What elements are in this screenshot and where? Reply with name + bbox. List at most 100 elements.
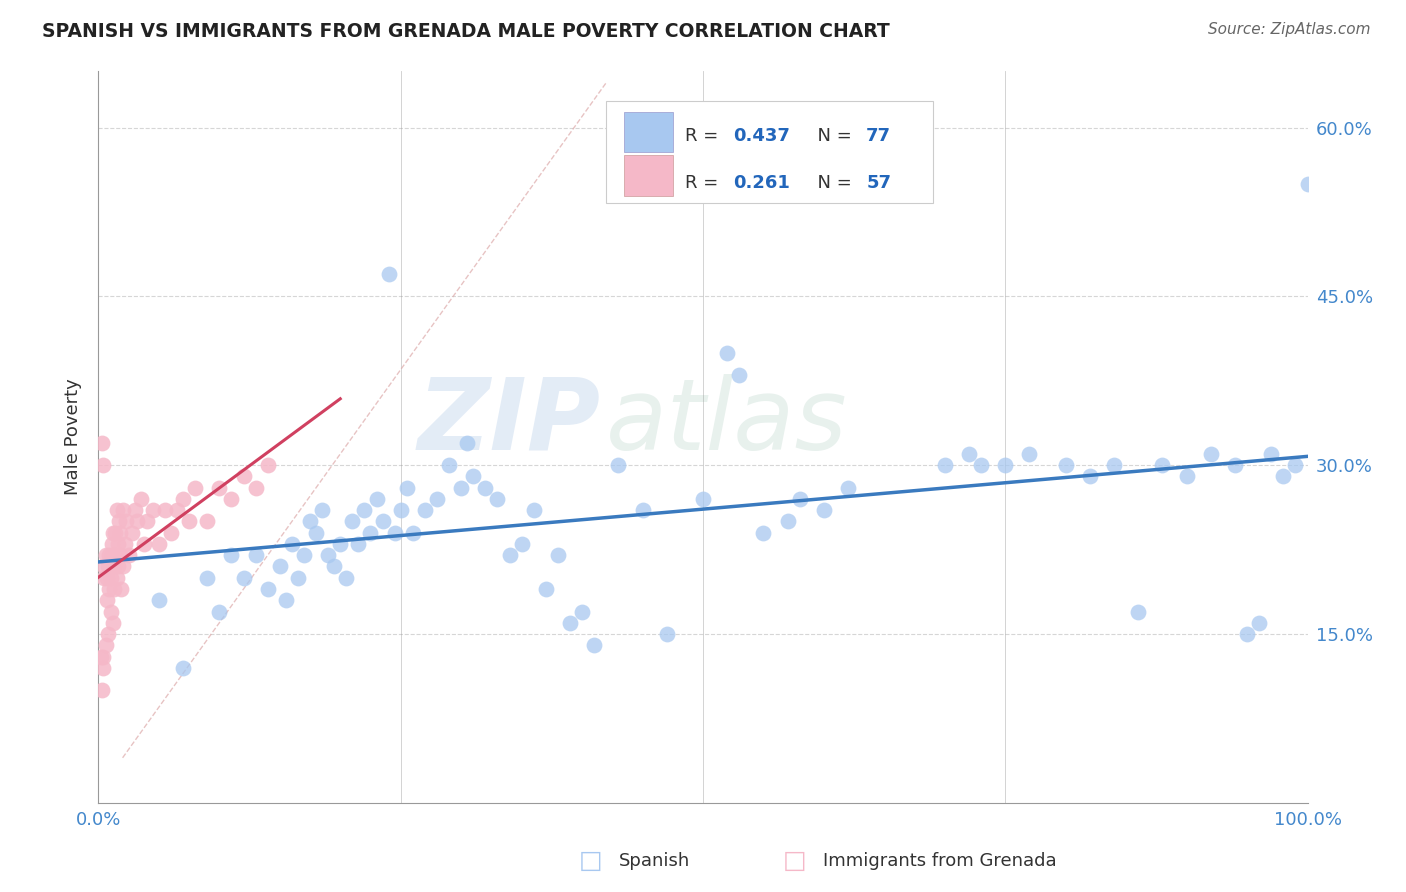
Point (232, 469, 254, 483)
Text: SPANISH VS IMMIGRANTS FROM GRENADA MALE POVERTY CORRELATION CHART: SPANISH VS IMMIGRANTS FROM GRENADA MALE … (42, 22, 890, 41)
Point (323, 559, 346, 574)
Point (558, 615, 581, 630)
Point (1249, 615, 1271, 630)
Point (1296, 177, 1319, 191)
Point (94, 548, 117, 562)
Point (91, 435, 114, 450)
Point (789, 491, 811, 506)
Point (1018, 447, 1040, 461)
Point (437, 458, 460, 473)
Point (486, 491, 509, 506)
Point (91, 661, 114, 675)
Point (105, 503, 128, 517)
Point (1272, 469, 1295, 483)
Point (292, 548, 315, 562)
Point (287, 571, 309, 585)
Point (728, 368, 751, 383)
Point (100, 537, 122, 551)
Text: atlas: atlas (606, 374, 848, 471)
Point (124, 503, 146, 517)
Point (274, 593, 297, 607)
Point (135, 515, 157, 529)
Point (107, 537, 129, 551)
Text: Source: ZipAtlas.com: Source: ZipAtlas.com (1208, 22, 1371, 37)
Point (316, 548, 339, 562)
Point (1054, 458, 1077, 473)
Point (100, 605, 122, 619)
Text: N =: N = (806, 174, 858, 192)
Point (114, 537, 136, 551)
FancyBboxPatch shape (606, 101, 932, 203)
Point (148, 593, 170, 607)
Point (347, 537, 370, 551)
Point (160, 525, 183, 540)
Text: □: □ (579, 849, 602, 872)
Point (100, 571, 122, 585)
Point (93, 571, 115, 585)
Y-axis label: Male Poverty: Male Poverty (65, 379, 83, 495)
Text: R =: R = (685, 174, 724, 192)
Point (1260, 447, 1282, 461)
Point (98, 582, 121, 596)
Point (1152, 458, 1174, 473)
Point (110, 582, 132, 596)
Point (179, 515, 201, 529)
Point (1199, 447, 1222, 461)
Point (450, 481, 472, 495)
Point (299, 515, 322, 529)
Point (366, 491, 388, 506)
Bar (624, 112, 673, 152)
Point (100, 548, 122, 562)
Point (311, 503, 333, 517)
Text: R =: R = (685, 127, 724, 145)
Point (105, 571, 128, 585)
Point (970, 458, 993, 473)
Point (371, 515, 394, 529)
Point (208, 481, 231, 495)
Point (655, 627, 678, 641)
Text: 0.261: 0.261 (734, 174, 790, 192)
Point (607, 458, 630, 473)
Point (957, 447, 980, 461)
Text: ZIP: ZIP (418, 374, 600, 471)
Point (245, 548, 267, 562)
Point (377, 267, 399, 281)
Text: Spanish: Spanish (619, 852, 690, 870)
Point (281, 537, 304, 551)
Point (195, 571, 218, 585)
Point (129, 491, 152, 506)
Point (184, 481, 207, 495)
Point (97, 627, 120, 641)
Point (813, 503, 835, 517)
Point (98, 548, 121, 562)
Text: N =: N = (806, 127, 858, 145)
Point (631, 503, 654, 517)
Point (121, 525, 143, 540)
Point (934, 458, 956, 473)
Point (395, 481, 418, 495)
Point (142, 503, 165, 517)
Point (208, 605, 231, 619)
Point (534, 582, 557, 596)
Point (474, 481, 496, 495)
Point (91, 649, 114, 664)
Point (101, 615, 124, 630)
Point (115, 515, 138, 529)
Point (101, 525, 124, 540)
Point (413, 503, 436, 517)
Point (107, 559, 129, 574)
Text: □: □ (783, 849, 806, 872)
Point (305, 525, 328, 540)
Point (108, 515, 131, 529)
Point (384, 525, 406, 540)
Point (426, 491, 449, 506)
Point (108, 548, 131, 562)
Point (498, 548, 520, 562)
Point (752, 525, 775, 540)
Point (1102, 458, 1125, 473)
Point (232, 571, 254, 585)
Point (402, 525, 425, 540)
Bar (624, 155, 673, 195)
Point (94, 638, 117, 652)
Point (269, 559, 291, 574)
